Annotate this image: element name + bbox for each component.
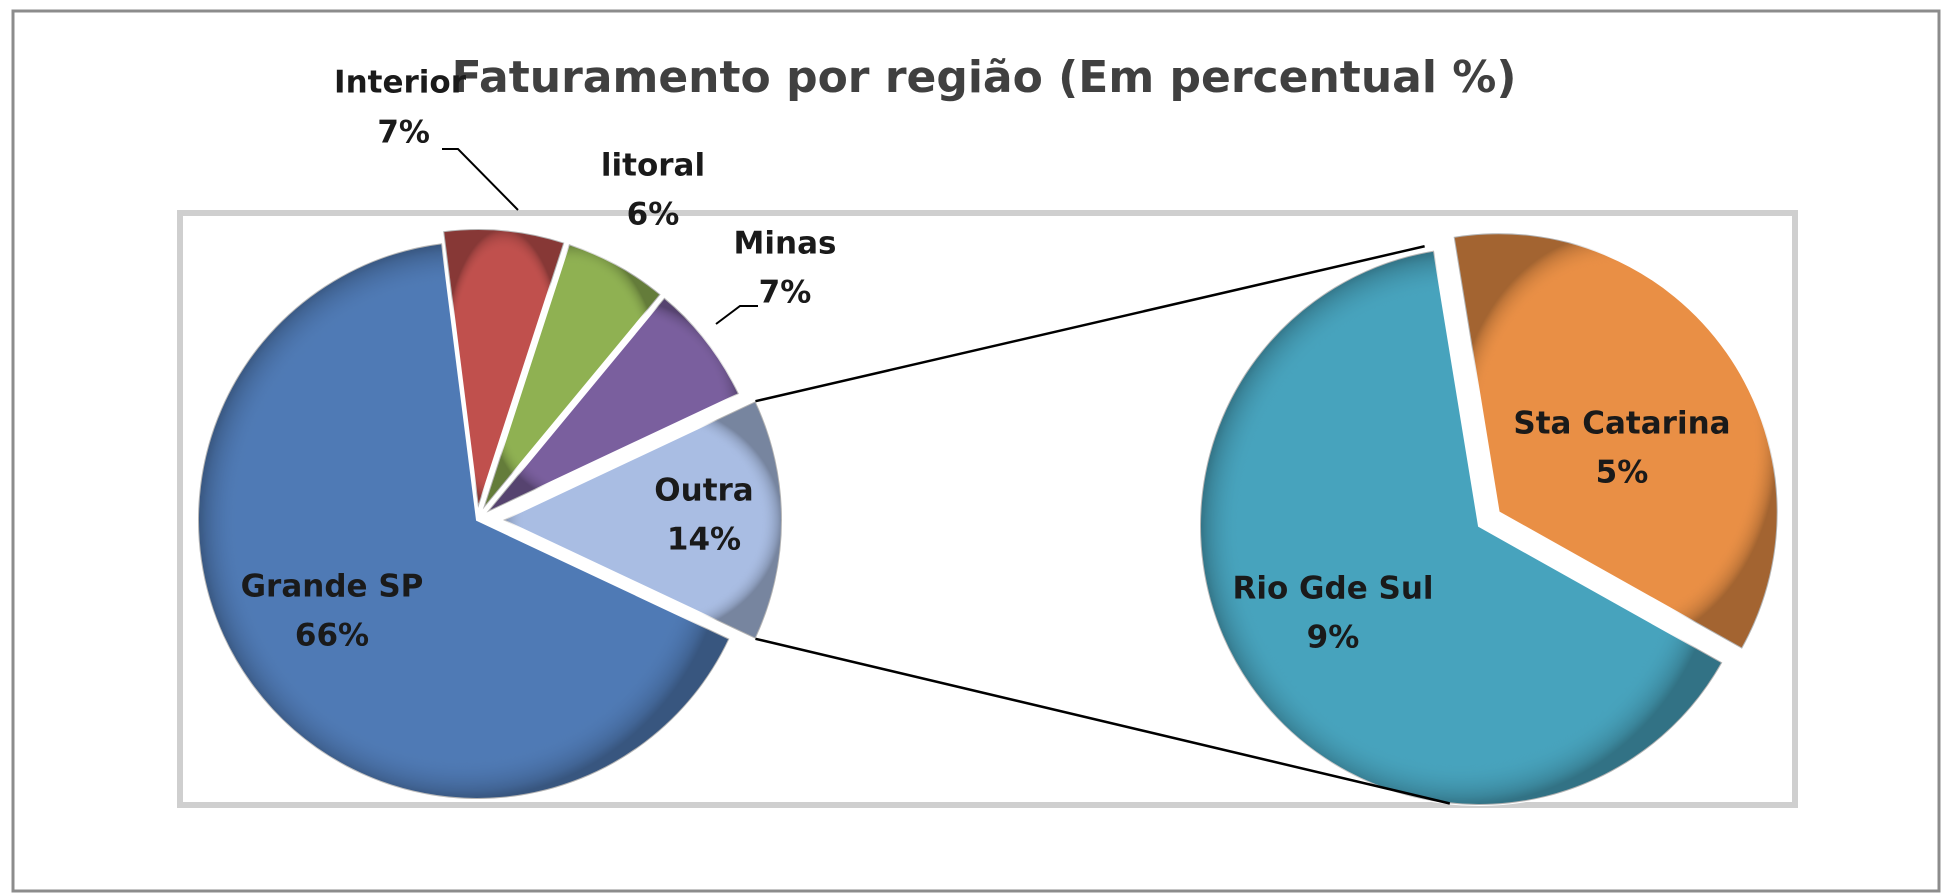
data-label-value: 9% [1307,620,1360,656]
leader-line [715,305,758,325]
data-label-name: Outra [654,473,753,509]
data-label-value: 66% [295,618,369,654]
data-label-value: 7% [377,115,430,151]
chart-title: Faturamento por região (Em percentual %) [452,52,1517,103]
data-label-name: litoral [601,148,705,184]
data-label-value: 7% [759,275,812,311]
leader-line [442,148,519,211]
connector-line [755,637,1451,805]
data-label-name: Sta Catarina [1513,406,1730,442]
data-label-name: Minas [734,226,837,262]
connector-line [755,245,1425,403]
data-label-value: 14% [667,522,741,558]
data-label-value: 6% [627,197,680,233]
data-label-name: Rio Gde Sul [1232,571,1433,607]
data-label-name: Interior [334,65,467,101]
data-label-name: Grande SP [241,569,424,605]
data-label-value: 5% [1596,455,1649,491]
